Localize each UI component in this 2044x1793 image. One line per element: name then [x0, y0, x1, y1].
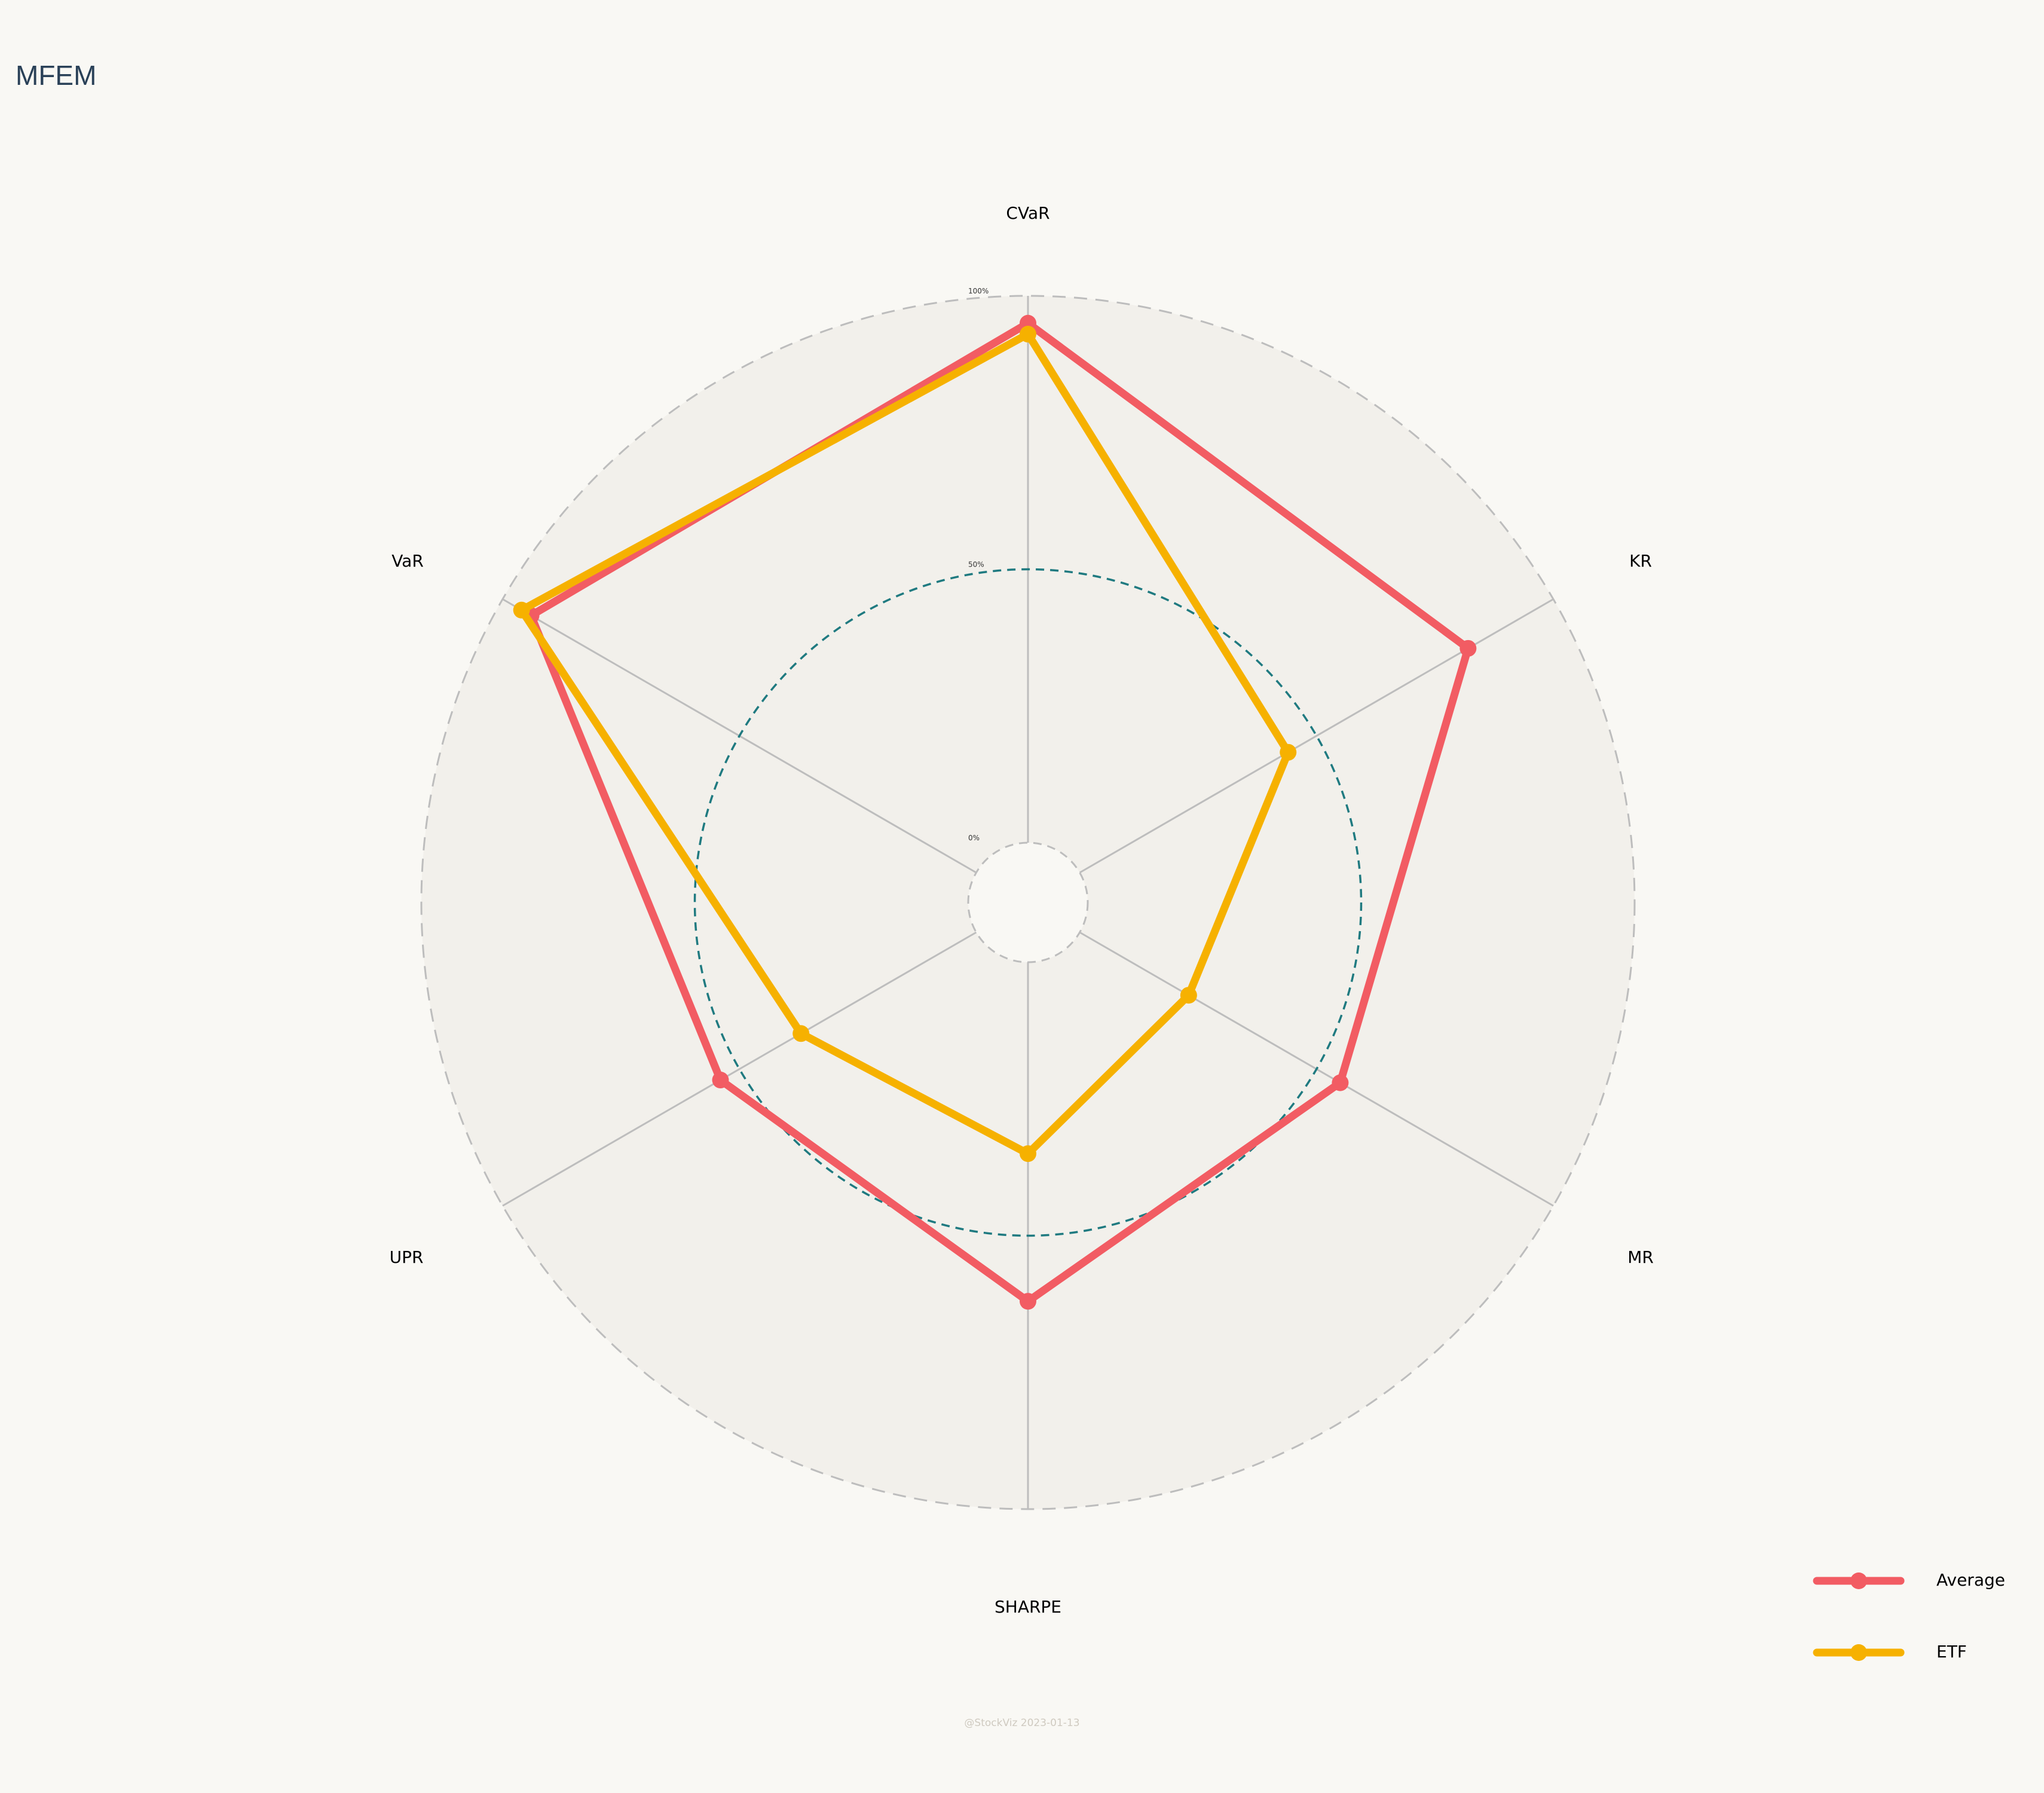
ring-100	[420, 295, 1636, 1510]
axis-label-kr: KR	[1629, 551, 1652, 571]
axis-label-sharpe: SHARPE	[995, 1597, 1061, 1617]
data-point-etf-cvar	[1020, 326, 1036, 343]
legend-marker-etf	[1850, 1644, 1867, 1661]
watermark: @StockViz 2023-01-13	[964, 1717, 1079, 1729]
data-point-average-kr	[1459, 640, 1477, 657]
data-point-average-mr	[1332, 1074, 1349, 1091]
axis-label-cvar: CVaR	[1006, 203, 1049, 223]
legend: Average ETF	[1813, 1570, 2005, 1662]
data-point-etf-mr	[1180, 987, 1197, 1004]
legend-marker-average	[1850, 1572, 1867, 1589]
axis-label-var: VaR	[391, 551, 424, 571]
plot-area-hole	[968, 843, 1088, 962]
chart-title: MFEM	[16, 60, 96, 91]
spoke-upr	[502, 931, 977, 1207]
axis-label-upr: UPR	[390, 1247, 424, 1267]
series-etf	[513, 326, 1297, 1162]
radial-tick-label: 50%	[968, 561, 984, 569]
radial-tick-label: 100%	[968, 287, 989, 295]
data-point-etf-kr	[1280, 743, 1297, 761]
axis-label-mr: MR	[1627, 1247, 1654, 1267]
ring-50	[693, 568, 1363, 1237]
radial-tick-label: 0%	[968, 834, 980, 842]
data-point-etf-var	[513, 601, 530, 619]
data-point-etf-upr	[792, 1025, 810, 1042]
data-point-etf-sharpe	[1020, 1145, 1036, 1162]
plot-area: 0% 50% 100% CVaR KR MR SHARPE UPR VaR	[390, 203, 1654, 1617]
data-point-average-upr	[712, 1072, 729, 1089]
ring-0	[967, 842, 1089, 963]
data-point-average-sharpe	[1020, 1293, 1036, 1310]
legend-label-average: Average	[1936, 1570, 2005, 1590]
legend-label-etf: ETF	[1936, 1642, 1967, 1662]
